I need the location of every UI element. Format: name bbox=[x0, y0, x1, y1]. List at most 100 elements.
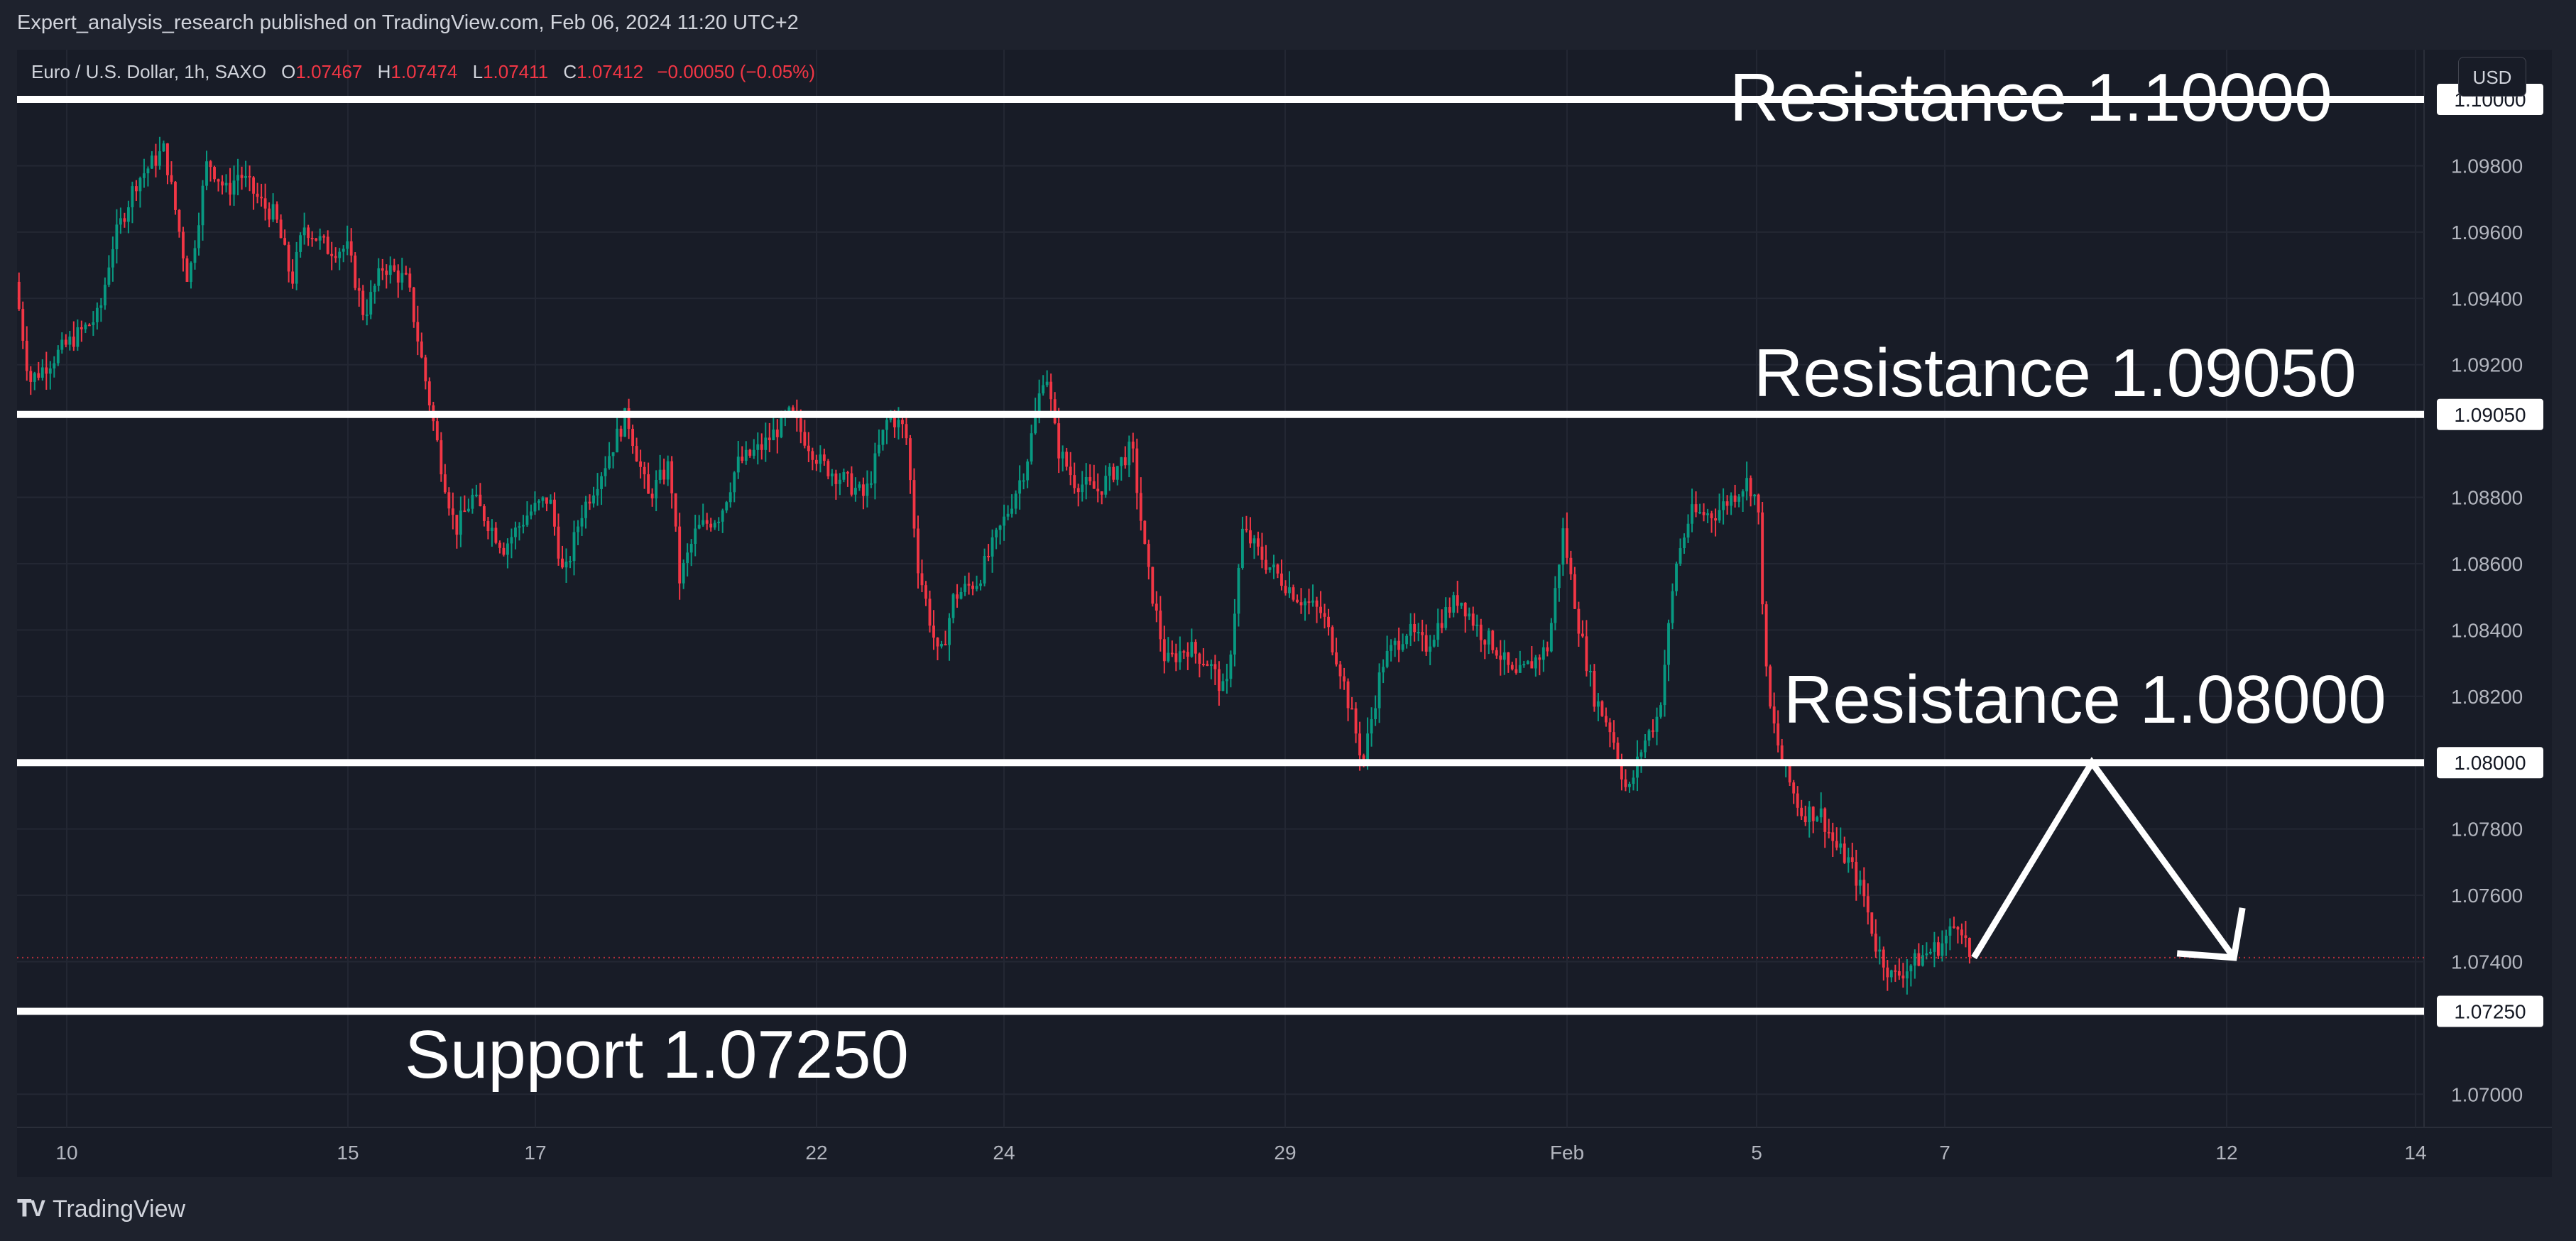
candle bbox=[1358, 733, 1362, 756]
candle bbox=[1749, 478, 1752, 497]
candle bbox=[1483, 640, 1487, 645]
candle bbox=[134, 186, 138, 192]
candle bbox=[506, 543, 509, 555]
candle bbox=[315, 238, 318, 241]
candle bbox=[1307, 601, 1311, 603]
candle bbox=[1076, 488, 1080, 493]
candle bbox=[287, 244, 290, 272]
candle bbox=[564, 562, 568, 568]
candle bbox=[1847, 857, 1850, 863]
candle bbox=[25, 340, 28, 371]
level-price-tag bbox=[2437, 398, 2543, 430]
candle bbox=[1366, 733, 1370, 760]
candle bbox=[1616, 743, 1620, 762]
candle bbox=[1796, 793, 1799, 808]
candle bbox=[1897, 971, 1901, 976]
candle bbox=[1491, 630, 1495, 650]
candle bbox=[658, 469, 662, 480]
chart-area[interactable]: 1.09800 1.09600 1.09400 1.09200 1.08800 1.086… bbox=[17, 50, 2552, 1177]
tradingview-logo[interactable]: 𝐓V TradingView bbox=[17, 1193, 185, 1225]
candle bbox=[1475, 624, 1479, 626]
candle bbox=[213, 167, 216, 180]
candle bbox=[486, 520, 490, 532]
candle bbox=[1096, 488, 1100, 492]
y-tick-label: 1.08800 bbox=[2451, 487, 2523, 509]
candle bbox=[1213, 664, 1217, 669]
candle bbox=[893, 415, 896, 427]
candle bbox=[346, 241, 349, 249]
candle bbox=[764, 437, 768, 450]
candle bbox=[1808, 807, 1811, 823]
x-tick-label: 24 bbox=[993, 1142, 1015, 1164]
candle bbox=[1249, 530, 1252, 544]
candle bbox=[232, 180, 236, 195]
candle bbox=[408, 273, 412, 288]
currency-button[interactable]: USD bbox=[2458, 57, 2526, 97]
candle bbox=[1167, 652, 1170, 662]
candle bbox=[979, 583, 982, 586]
candle bbox=[1850, 857, 1854, 862]
candle bbox=[604, 468, 607, 476]
candle bbox=[377, 268, 381, 286]
candle bbox=[1541, 647, 1545, 660]
candle bbox=[1792, 782, 1796, 794]
candle bbox=[302, 227, 306, 236]
candle bbox=[388, 265, 392, 275]
y-tick-label: 1.07800 bbox=[2451, 819, 2523, 841]
candle bbox=[400, 273, 404, 283]
candle bbox=[1444, 607, 1448, 628]
candle bbox=[1143, 520, 1147, 545]
candle bbox=[84, 324, 87, 329]
candle bbox=[1573, 574, 1576, 609]
candle bbox=[1823, 808, 1827, 832]
candle bbox=[427, 381, 431, 405]
candle bbox=[744, 449, 748, 461]
candle bbox=[76, 327, 80, 347]
candle bbox=[866, 483, 869, 496]
candle bbox=[1870, 912, 1874, 934]
candle bbox=[1315, 600, 1319, 607]
level-price-tag bbox=[2437, 995, 2543, 1027]
x-tick-label: 12 bbox=[2215, 1142, 2237, 1164]
candle bbox=[752, 449, 755, 456]
candle bbox=[1686, 523, 1690, 538]
candle bbox=[381, 268, 384, 271]
candle bbox=[1280, 573, 1283, 586]
candle bbox=[1174, 653, 1178, 662]
candle bbox=[1452, 595, 1456, 613]
resistance-label-3: Resistance 1.08000 bbox=[1784, 662, 2386, 738]
x-tick-label: 14 bbox=[2404, 1142, 2426, 1164]
candle bbox=[1549, 623, 1553, 652]
candle bbox=[1862, 880, 1866, 897]
candle bbox=[678, 526, 682, 584]
level-price-label: 1.08000 bbox=[2454, 752, 2526, 774]
candle bbox=[697, 525, 701, 529]
x-tick-label: 17 bbox=[524, 1142, 546, 1164]
candle bbox=[185, 258, 189, 282]
x-tick-label: Feb bbox=[1550, 1142, 1584, 1164]
candle bbox=[474, 494, 478, 496]
candle bbox=[885, 420, 888, 430]
candle bbox=[162, 143, 165, 152]
candle bbox=[1605, 716, 1608, 723]
candle bbox=[1354, 708, 1358, 734]
candle bbox=[1588, 670, 1592, 672]
candle bbox=[1710, 513, 1713, 518]
candle bbox=[72, 337, 75, 347]
candle bbox=[588, 501, 591, 504]
candle bbox=[229, 182, 231, 195]
candle bbox=[99, 305, 103, 308]
candle bbox=[420, 341, 423, 358]
candle bbox=[1417, 632, 1420, 634]
candle bbox=[1429, 646, 1432, 652]
candle bbox=[674, 493, 677, 527]
candle bbox=[1069, 466, 1072, 476]
candle bbox=[1022, 480, 1025, 482]
candle bbox=[131, 186, 134, 207]
price-chart[interactable]: 1.09800 1.09600 1.09400 1.09200 1.08800 1.086… bbox=[17, 50, 2552, 1177]
candle bbox=[1952, 926, 1955, 928]
candle bbox=[1647, 730, 1651, 741]
level-price-label: 1.09050 bbox=[2454, 404, 2526, 426]
candle bbox=[1866, 896, 1870, 913]
candle bbox=[354, 255, 357, 288]
